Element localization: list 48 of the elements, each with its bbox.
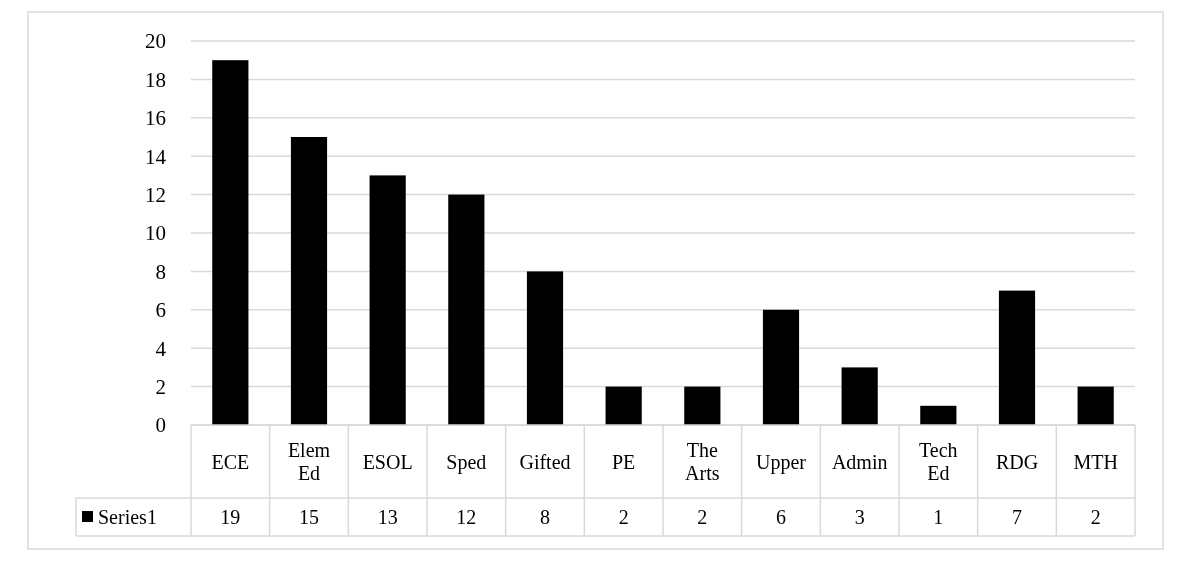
y-tick-label: 12 <box>145 182 166 207</box>
data-label: 2 <box>618 506 629 528</box>
data-label: 15 <box>299 506 319 528</box>
data-label: 2 <box>1090 506 1101 528</box>
bar <box>762 309 800 425</box>
bar <box>841 367 878 425</box>
bar <box>920 405 957 425</box>
bar <box>212 60 249 425</box>
y-tick-label: 8 <box>155 259 166 284</box>
data-label: 6 <box>776 506 786 528</box>
y-tick-label: 6 <box>155 298 166 323</box>
x-tick-label: Tech Ed <box>919 439 958 484</box>
data-label: 8 <box>540 506 550 528</box>
y-tick-label: 2 <box>155 374 166 399</box>
data-label: 12 <box>456 506 477 528</box>
x-tick-label: ESOL <box>362 450 413 473</box>
data-label: 19 <box>220 506 241 528</box>
x-tick-label: PE <box>611 450 636 473</box>
y-tick-label: 10 <box>145 221 166 246</box>
y-tick-label: 18 <box>145 67 166 92</box>
bar <box>290 137 328 425</box>
y-tick-label: 14 <box>145 144 167 169</box>
bar <box>684 386 721 425</box>
bar <box>1077 386 1114 425</box>
x-tick-label: Gifted <box>519 450 571 473</box>
y-tick-label: 20 <box>145 29 166 54</box>
y-tick-label: 16 <box>145 106 166 131</box>
data-label: 2 <box>697 506 708 528</box>
bar <box>605 386 642 425</box>
x-tick-label: The Arts <box>685 439 720 484</box>
data-label: 13 <box>377 506 398 528</box>
bar <box>369 175 406 425</box>
data-label: 1 <box>933 506 944 528</box>
y-tick-label: 0 <box>155 413 166 438</box>
bar <box>526 271 564 425</box>
x-tick-label: Elem Ed <box>287 439 331 484</box>
x-tick-label: MTH <box>1073 450 1118 473</box>
x-tick-label: Sped <box>446 450 487 474</box>
x-tick-label: ECE <box>211 450 250 473</box>
x-tick-label: RDG <box>995 450 1039 473</box>
data-label: 7 <box>1012 506 1022 528</box>
x-tick-label: Admin <box>831 450 888 473</box>
y-tick-label: 4 <box>155 336 167 361</box>
x-tick-label: Upper <box>756 450 807 474</box>
data-label: 3 <box>854 506 865 528</box>
bar <box>998 290 1036 425</box>
bar <box>448 194 485 425</box>
legend-label: Series1 <box>98 506 157 528</box>
